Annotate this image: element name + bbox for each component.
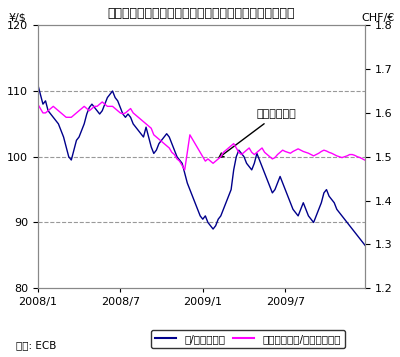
Text: 為替介入開始: 為替介入開始 [219,109,297,157]
Legend: 円/ドルレート, スイスフラン/ユーロレート: 円/ドルレート, スイスフラン/ユーロレート [151,330,345,348]
Title: 円高を放置する日本・スイスフラン高を阻止するスイス: 円高を放置する日本・スイスフラン高を阻止するスイス [108,7,295,20]
Text: CHF/€: CHF/€ [361,12,395,22]
Text: ¥/$: ¥/$ [8,12,26,22]
Text: 出所: ECB: 出所: ECB [16,340,56,350]
